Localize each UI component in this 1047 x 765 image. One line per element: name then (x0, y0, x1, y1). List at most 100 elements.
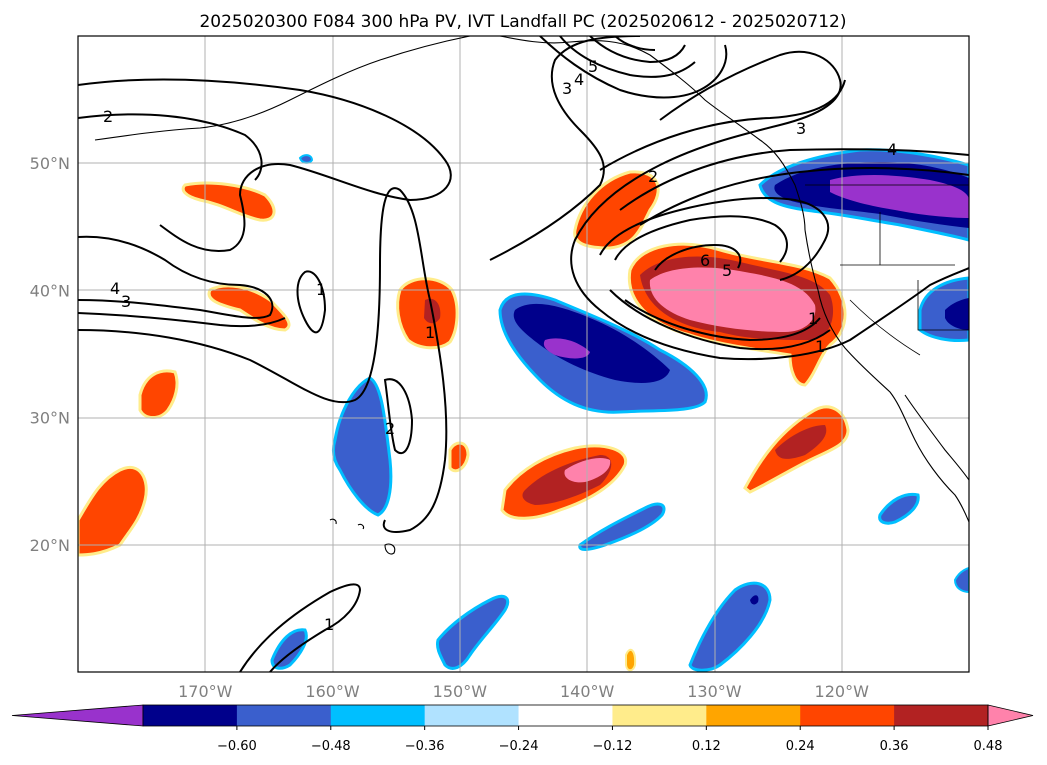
contour-south-1 (239, 583, 362, 672)
colorbar-tick-label: −0.48 (311, 739, 351, 754)
contour-ne-4 (639, 167, 969, 226)
map-frame (77, 35, 970, 673)
contour-west-1a (296, 270, 327, 334)
latitude-labels: 50°N 40°N 30°N 20°N (30, 154, 70, 555)
contour-ne-1 (570, 50, 969, 361)
colorbar-tick-label: −0.60 (217, 739, 257, 754)
lat-tick-label: 40°N (30, 281, 70, 300)
lat-tick-label: 30°N (30, 409, 70, 428)
contour-label: 1 (815, 337, 825, 356)
pv-neg-small (298, 154, 314, 164)
state-border-3 (917, 280, 969, 331)
pv-blob-small-2 (448, 441, 470, 473)
lon-tick-label: 160°W (305, 682, 360, 701)
lon-tick-label: 120°W (815, 682, 870, 701)
state-border-4 (849, 299, 921, 356)
pv-neg-central (331, 376, 393, 517)
contour-label: 1 (316, 280, 326, 299)
pv-neg-east-core (945, 298, 969, 330)
contour-label: 3 (562, 79, 572, 98)
pv-neg-south-3 (436, 594, 510, 670)
pv-neg-south-4 (270, 628, 308, 670)
contour-label: 2 (385, 419, 395, 438)
colorbar-segment (894, 705, 989, 726)
gridlines (78, 36, 969, 672)
colorbar-tick-label: 0.36 (880, 739, 909, 754)
colorbar-tick-label: 0.24 (786, 739, 815, 754)
contour-label: 5 (588, 57, 598, 76)
colorbar-tick-label: −0.24 (499, 739, 539, 754)
colorbar-extend-min (11, 704, 144, 727)
lon-tick-label: 170°W (178, 682, 233, 701)
colorbar-segment (612, 705, 707, 726)
map-area: 2 4 3 1 1 2 5 4 3 3 4 2 6 5 1 1 1 (78, 36, 969, 672)
na-west-coast (804, 229, 969, 523)
pv-neg-south-2 (878, 492, 920, 525)
pv-blob-tiny (625, 648, 637, 672)
pv-neg-south-5-core (750, 595, 759, 605)
contour-west-4 (78, 235, 274, 319)
contour-label: 5 (722, 261, 732, 280)
lon-tick-label: 130°W (687, 682, 742, 701)
contour-north-4 (589, 36, 686, 64)
colorbar-extend-max (987, 704, 1034, 727)
contour-north-3 (559, 36, 696, 78)
contour-central-1 (78, 187, 448, 533)
coastlines (94, 36, 969, 555)
pv-blob-main-core (649, 267, 816, 332)
pv-neg-main-core (543, 338, 590, 359)
contour-west-2 (78, 78, 452, 252)
pv-blob-nw-coast (573, 170, 660, 250)
pv-blob-north-1 (181, 181, 276, 222)
colorbar-tick-label: 0.12 (692, 739, 721, 754)
contour-west-3 (78, 312, 286, 328)
contour-ne-outer-2 (624, 299, 821, 342)
contour-label: 4 (110, 279, 120, 298)
colorbar-segment (236, 705, 332, 726)
contour-label: 6 (700, 251, 710, 270)
pv-blob-small-1 (138, 369, 179, 419)
contour-label: 3 (796, 119, 806, 138)
alaska-coast (499, 36, 806, 231)
colorbar-segment (800, 705, 895, 726)
contour-label: 1 (808, 309, 818, 328)
contour-label: 4 (574, 70, 584, 89)
pv-neg-north-core (830, 175, 969, 218)
contour-label: 2 (103, 107, 113, 126)
colorbar-segment (330, 705, 426, 726)
contour-ne-3 (599, 79, 969, 211)
pv-neg-main-mid (513, 303, 670, 383)
contour-label: 4 (887, 140, 897, 159)
colorbar-frame (142, 704, 989, 727)
colorbar-segment (424, 705, 520, 726)
lon-tick-label: 150°W (433, 682, 488, 701)
contour-ne-inner-1 (599, 197, 830, 281)
colorbar-tick-label: −0.36 (405, 739, 445, 754)
borders (805, 184, 969, 356)
contour-west-2b (78, 113, 263, 181)
baja-coast (904, 394, 969, 481)
colorbar-tick-label: −0.12 (593, 739, 633, 754)
contour-central-2 (383, 378, 414, 455)
contour-label: 1 (425, 323, 435, 342)
hawaii-islands (329, 518, 396, 555)
colorbar-segment (706, 705, 801, 726)
colorbar-segment (143, 705, 238, 726)
pv-blob-north-2 (207, 284, 291, 332)
pv-blob-west-subtropic (78, 465, 148, 557)
colorbar-segment (518, 705, 613, 726)
contour-label: 1 (324, 615, 334, 634)
pv-neg-tiny (953, 566, 969, 594)
contour-ne-inner-3 (654, 243, 742, 271)
contour-label: 2 (648, 167, 658, 186)
pv-neg-south-1 (578, 502, 666, 551)
contour-labels: 2 4 3 1 1 2 5 4 3 3 4 2 6 5 1 1 1 (103, 57, 897, 634)
pv-blob-south-2-core (775, 425, 827, 459)
lat-tick-label: 20°N (30, 536, 70, 555)
map-title: 2025020300 F084 300 hPa PV, IVT Landfall… (199, 12, 846, 32)
contour-label: 3 (121, 292, 131, 311)
colorbar: −0.60 −0.48 −0.36 −0.24 −0.12 0.12 0.24 0.36 0.4… (11, 704, 1034, 754)
contour-north-5 (614, 36, 656, 51)
contour-ne-outer (609, 289, 831, 351)
